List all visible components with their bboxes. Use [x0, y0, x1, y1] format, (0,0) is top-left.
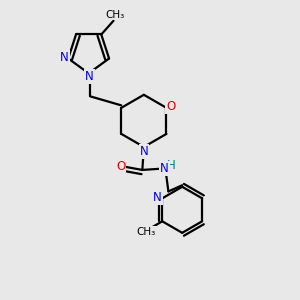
Text: N: N	[140, 145, 148, 158]
Text: O: O	[116, 160, 125, 173]
Text: N: N	[85, 70, 94, 83]
Text: H: H	[167, 159, 176, 172]
Text: N: N	[160, 162, 169, 175]
Text: CH₃: CH₃	[106, 10, 125, 20]
Text: O: O	[166, 100, 176, 113]
Text: CH₃: CH₃	[137, 227, 156, 237]
Text: N: N	[153, 191, 162, 204]
Text: N: N	[60, 51, 69, 64]
